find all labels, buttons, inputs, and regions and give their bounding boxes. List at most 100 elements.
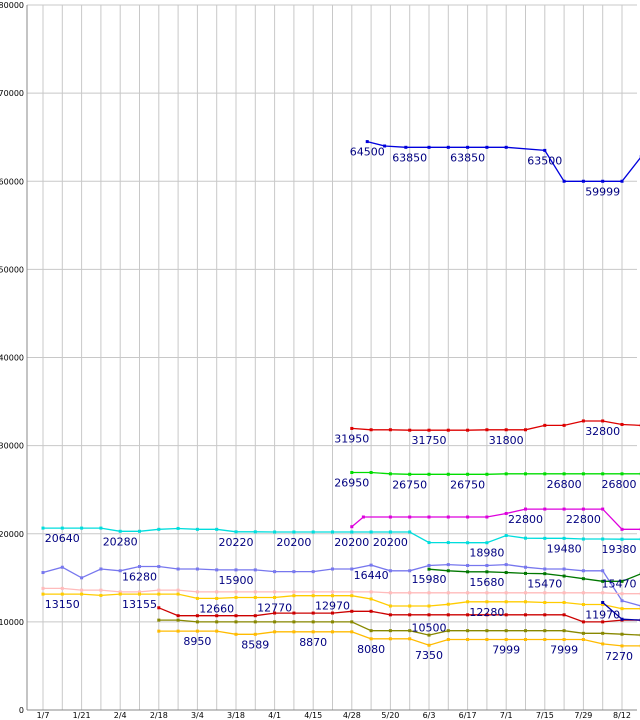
series-10 xyxy=(427,567,640,583)
data-point xyxy=(446,472,450,476)
data-label: 12770 xyxy=(257,601,292,614)
data-point xyxy=(524,507,527,511)
data-point xyxy=(485,600,489,604)
data-point xyxy=(581,620,585,624)
data-point xyxy=(466,570,470,574)
data-point xyxy=(601,507,605,511)
data-point xyxy=(234,530,238,534)
x-tick-label: 7/29 xyxy=(574,711,592,720)
data-point xyxy=(543,567,547,571)
data-point xyxy=(311,530,315,534)
data-point xyxy=(427,591,431,595)
data-point xyxy=(350,567,354,571)
data-point xyxy=(350,590,354,594)
series-line xyxy=(351,471,640,475)
data-point xyxy=(543,507,547,511)
data-point xyxy=(195,614,199,618)
data-point xyxy=(466,591,470,595)
data-point xyxy=(562,507,566,511)
data-label: 59999 xyxy=(585,185,620,198)
data-label: 12660 xyxy=(199,602,234,615)
data-point xyxy=(365,140,369,144)
data-label: 31800 xyxy=(489,434,524,447)
data-label: 26950 xyxy=(334,477,369,490)
data-point xyxy=(138,529,141,533)
data-point xyxy=(80,588,84,592)
data-point xyxy=(504,534,508,538)
data-point xyxy=(524,629,527,633)
data-point xyxy=(524,613,527,617)
y-tick-label: 30000 xyxy=(0,442,24,451)
x-tick-label: 1/7 xyxy=(37,711,50,720)
data-point xyxy=(369,471,373,475)
data-point xyxy=(138,565,141,569)
data-point xyxy=(234,590,238,594)
data-point xyxy=(524,638,527,642)
data-point xyxy=(60,565,64,569)
data-point xyxy=(485,570,489,574)
data-point xyxy=(446,591,450,595)
data-point xyxy=(562,179,566,183)
data-point xyxy=(369,428,373,432)
data-point xyxy=(504,600,508,604)
data-point xyxy=(99,588,103,592)
data-label: 12970 xyxy=(315,600,350,613)
data-point xyxy=(234,568,238,572)
x-tick-label: 4/1 xyxy=(268,711,281,720)
series-4 xyxy=(41,526,640,545)
data-point xyxy=(388,530,392,534)
data-point xyxy=(427,145,431,149)
series-line xyxy=(158,619,640,636)
data-point xyxy=(331,594,334,598)
data-label: 20640 xyxy=(45,532,80,545)
data-point xyxy=(446,629,450,633)
data-point xyxy=(524,571,527,575)
data-point xyxy=(176,629,180,633)
data-point xyxy=(157,629,161,633)
data-label: 20200 xyxy=(334,536,369,549)
data-label: 26750 xyxy=(392,478,427,491)
data-point xyxy=(601,642,605,646)
data-point xyxy=(99,567,103,571)
data-point xyxy=(562,574,566,578)
data-point xyxy=(273,611,277,615)
axes xyxy=(26,5,637,711)
data-point xyxy=(427,428,431,432)
data-label: 15900 xyxy=(219,574,254,587)
data-point xyxy=(388,591,392,595)
series-line xyxy=(351,508,640,530)
data-point xyxy=(427,613,431,617)
data-point xyxy=(446,515,450,519)
data-point xyxy=(157,618,161,622)
data-point xyxy=(253,590,257,594)
data-point xyxy=(176,618,180,622)
data-point xyxy=(504,145,508,149)
data-label: 26750 xyxy=(450,478,485,491)
data-point xyxy=(388,604,392,608)
data-point xyxy=(485,428,489,432)
data-point xyxy=(485,613,489,617)
data-point xyxy=(427,515,431,519)
data-label: 13150 xyxy=(45,598,80,611)
data-point xyxy=(99,593,103,597)
data-point xyxy=(408,613,412,617)
data-point xyxy=(273,530,277,534)
data-point xyxy=(601,620,605,624)
series-line xyxy=(43,587,640,595)
data-point xyxy=(581,507,585,511)
data-point xyxy=(581,179,585,183)
data-point xyxy=(562,567,566,571)
data-point xyxy=(350,471,354,475)
series-line xyxy=(428,568,640,582)
data-point xyxy=(524,600,527,604)
data-point xyxy=(369,597,373,601)
data-label: 22800 xyxy=(508,513,543,526)
data-point xyxy=(504,613,508,617)
data-point xyxy=(408,629,412,633)
data-labels: 64500 63850 63850 63500 59999 31950 31750 31800… xyxy=(45,146,637,663)
data-point xyxy=(485,563,489,567)
data-point xyxy=(524,536,527,540)
data-point xyxy=(524,428,527,432)
data-label: 16280 xyxy=(122,571,157,584)
x-tick-label: 6/17 xyxy=(459,711,477,720)
